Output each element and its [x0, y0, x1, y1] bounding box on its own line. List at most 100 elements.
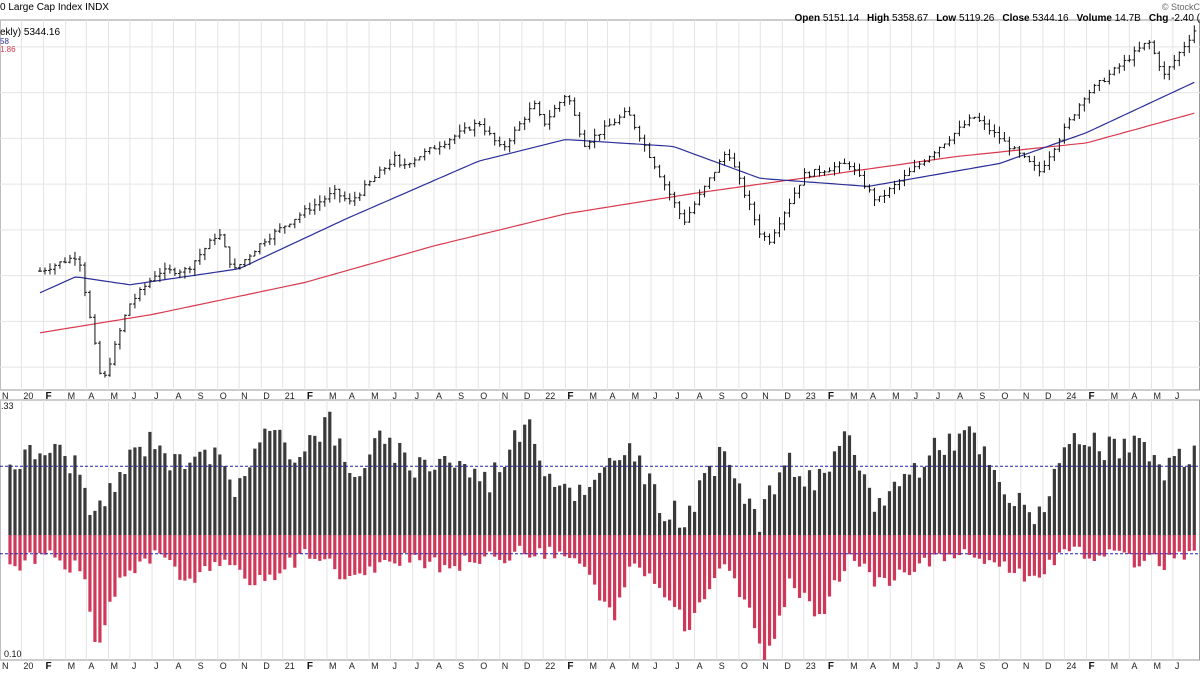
breadth-neg-bar [857, 535, 862, 567]
breadth-neg-bar [897, 535, 902, 570]
breadth-pos-bar [1097, 451, 1101, 535]
breadth-neg-bar [323, 535, 327, 560]
breadth-pos-bar [228, 479, 232, 535]
breadth-pos-bar [682, 527, 687, 535]
breadth-pos-bar [842, 431, 847, 535]
breadth-neg-bar [313, 535, 317, 560]
breadth-pos-bar [1072, 433, 1076, 535]
breadth-neg-bar [233, 535, 237, 566]
breadth-pos-bar [343, 461, 347, 535]
breadth-pos-bar [553, 486, 557, 535]
breadth-pos-bar [747, 498, 752, 535]
breadth-neg-bar [468, 535, 472, 563]
price-x-tick-label: 21 [285, 391, 295, 401]
breadth-pos-bar [867, 487, 872, 535]
breadth-neg-bar [53, 535, 57, 558]
breadth-x-tick-label: S [198, 661, 204, 671]
breadth-pos-bar [752, 508, 757, 535]
breadth-neg-bar [48, 535, 52, 551]
breadth-pos-bar [762, 499, 767, 535]
breadth-neg-bar [1032, 535, 1036, 576]
breadth-pos-bar [513, 430, 517, 535]
ohlc-value: 5151.14 [820, 13, 860, 24]
price-x-tick-label: O [220, 391, 227, 401]
breadth-pos-bar [173, 454, 177, 535]
breadth-pos-bar [473, 468, 477, 535]
breadth-x-tick-label: M [111, 661, 119, 671]
price-x-tick-label: 24 [1066, 391, 1076, 401]
price-x-tick-label: J [675, 391, 680, 401]
breadth-pos-bar [992, 469, 997, 535]
breadth-pos-bar [648, 473, 652, 535]
price-x-tick-label: A [175, 391, 181, 401]
breadth-neg-bar [992, 535, 997, 563]
breadth-pos-bar [1092, 432, 1096, 535]
breadth-pos-bar [58, 444, 62, 535]
breadth-neg-bar [193, 535, 197, 583]
breadth-pos-bar [613, 460, 617, 535]
breadth-neg-bar [158, 535, 162, 554]
breadth-pos-bar [478, 481, 482, 535]
breadth-pos-bar [373, 438, 377, 535]
breadth-pos-bar [148, 431, 152, 535]
price-x-tick-label: S [979, 391, 985, 401]
breadth-pos-bar [388, 437, 392, 535]
breadth-pos-bar [702, 473, 707, 535]
breadth-neg-bar [493, 535, 497, 557]
breadth-pos-bar [358, 476, 362, 535]
breadth-neg-bar [488, 535, 492, 552]
breadth-pos-bar [598, 472, 602, 535]
breadth-neg-bar [747, 535, 752, 608]
breadth-neg-bar [987, 535, 992, 561]
breadth-neg-bar [288, 535, 292, 558]
breadth-neg-bar [448, 535, 452, 569]
breadth-pos-bar [78, 474, 82, 535]
breadth-neg-bar [603, 535, 607, 602]
breadth-pos-bar [283, 442, 287, 535]
breadth-pos-bar [518, 441, 522, 535]
breadth-x-tick-label: D [784, 661, 791, 671]
breadth-pos-bar [1017, 492, 1021, 535]
ohlc-value: 5344.16 [1029, 13, 1069, 24]
breadth-x-tick-label: N [502, 661, 509, 671]
breadth-neg-bar [1072, 535, 1076, 547]
breadth-neg-bar [772, 535, 777, 639]
breadth-pos-bar [787, 452, 792, 535]
breadth-pos-bar [687, 505, 692, 535]
price-x-tick-label: A [697, 391, 703, 401]
breadth-neg-bar [198, 535, 202, 573]
breadth-neg-bar [273, 535, 277, 581]
breadth-pos-bar [413, 477, 417, 535]
breadth-neg-bar [363, 535, 367, 576]
breadth-neg-bar [243, 535, 247, 579]
breadth-x-tick-label: M [892, 661, 900, 671]
price-x-tick-label: A [349, 391, 355, 401]
breadth-pos-bar [263, 428, 267, 535]
breadth-neg-bar [687, 535, 692, 630]
breadth-neg-bar [583, 535, 587, 567]
breadth-pos-bar [1107, 436, 1111, 535]
breadth-pos-bar [1112, 438, 1116, 535]
breadth-neg-bar [563, 535, 567, 557]
breadth-neg-bar [508, 535, 512, 561]
breadth-neg-bar [63, 535, 67, 570]
breadth-neg-bar [757, 535, 762, 644]
breadth-pos-bar [378, 430, 382, 535]
breadth-neg-bar [782, 535, 787, 608]
breadth-x-tick-label: A [436, 661, 442, 671]
breadth-neg-bar [1002, 535, 1007, 562]
breadth-neg-bar [113, 535, 117, 597]
breadth-neg-bar [623, 535, 627, 588]
breadth-neg-bar [148, 535, 152, 564]
breadth-pos-bar [1032, 524, 1036, 535]
breadth-neg-bar [982, 535, 987, 564]
price-x-tick-label: F [46, 391, 52, 402]
breadth-neg-bar [103, 535, 107, 626]
breadth-pos-bar [178, 454, 182, 535]
breadth-neg-bar [398, 535, 402, 566]
breadth-neg-bar [308, 535, 312, 559]
breadth-pos-bar [233, 496, 237, 535]
breadth-pos-bar [1152, 455, 1156, 535]
ohlc-readout: Open 5151.14 High 5358.67 Low 5119.26 Close… [795, 13, 1200, 24]
breadth-neg-bar [258, 535, 262, 575]
